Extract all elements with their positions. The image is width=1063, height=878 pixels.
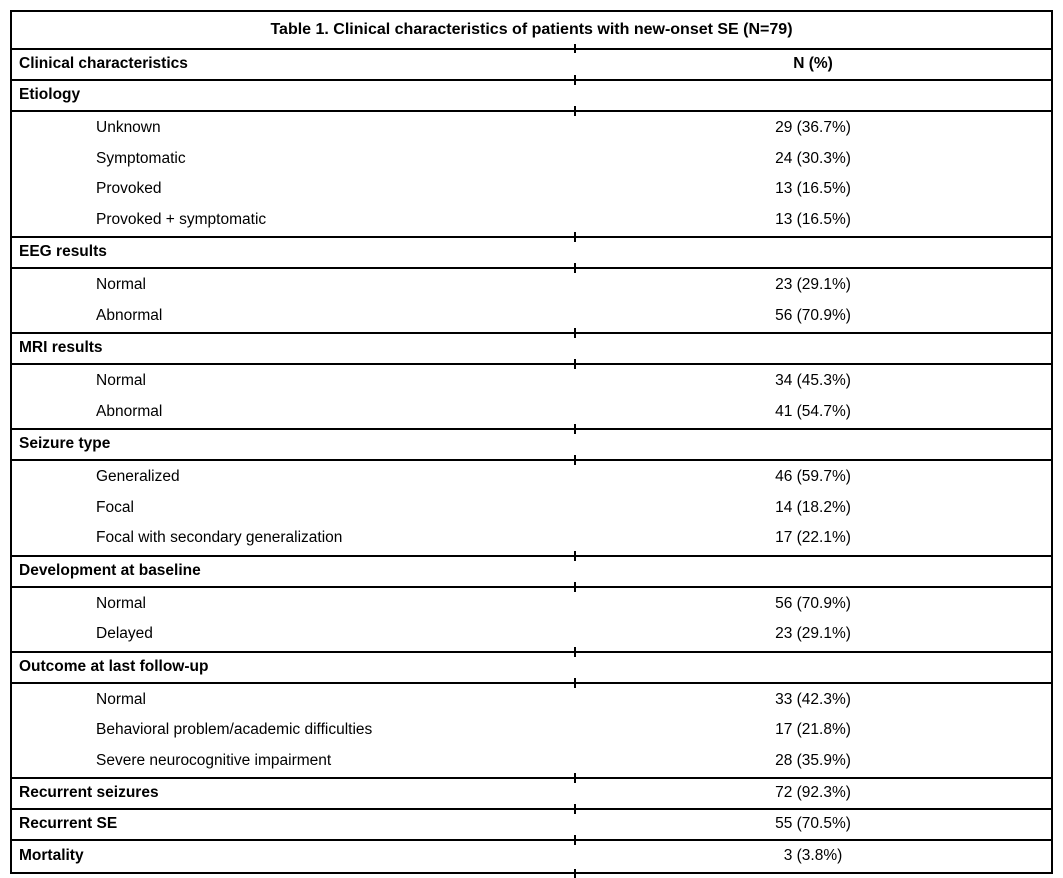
section-header-row-eeg-results: EEG results <box>12 232 1051 273</box>
section-value-cell: 72 (92.3%) <box>574 773 1051 814</box>
item-values-cell: 29 (36.7%) 24 (30.3%) 13 (16.5%) 13 (16.… <box>574 106 1051 242</box>
section-value-cell <box>574 646 1051 688</box>
item-label: Abnormal <box>96 306 163 324</box>
item-labels-cell: Generalized Focal Focal with secondary g… <box>12 461 575 555</box>
row-recurrent-seizures: Recurrent seizures 72 (92.3%) <box>12 773 1051 814</box>
item-labels-cell: Unknown Symptomatic Provoked Provoked + … <box>12 112 575 236</box>
section-label-cell: MRI results <box>12 334 575 363</box>
clinical-characteristics-table: Table 1. Clinical characteristics of pat… <box>10 10 1053 878</box>
section-value: 3 (3.8%) <box>783 847 843 865</box>
item-value: 33 (42.3%) <box>775 690 851 708</box>
section-value: 55 (70.5%) <box>775 815 851 833</box>
section-label-cell: Outcome at last follow-up <box>12 653 575 682</box>
item-labels-cell: Normal Delayed <box>12 588 575 651</box>
section-header-row-seizure-type: Seizure type <box>12 424 1051 465</box>
items-row-development-at-baseline: Normal Delayed 56 (70.9%) 23 (29.1%) <box>12 581 1051 657</box>
section-header-row-outcome-at-last-follow-up: Outcome at last follow-up <box>12 646 1051 688</box>
item-label: Provoked + symptomatic <box>96 210 267 228</box>
section-value-cell <box>574 328 1051 369</box>
section-header-row-development-at-baseline: Development at baseline <box>12 550 1051 592</box>
section-header-row-etiology: Etiology <box>12 75 1051 116</box>
item-label: Unknown <box>96 119 161 136</box>
item-values-cell: 56 (70.9%) 23 (29.1%) <box>574 581 1051 657</box>
section-label: MRI results <box>19 339 103 357</box>
section-label: Recurrent seizures <box>19 784 159 802</box>
item-value: 23 (29.1%) <box>775 276 851 293</box>
item-label: Normal <box>96 690 146 708</box>
item-label: Provoked <box>96 180 162 197</box>
section-label-cell: Recurrent seizures <box>12 779 575 808</box>
item-value: 56 (70.9%) <box>775 594 851 612</box>
section-value: 72 (92.3%) <box>775 784 851 802</box>
item-label: Normal <box>96 276 146 293</box>
section-value-cell <box>574 232 1051 273</box>
items-row-seizure-type: Generalized Focal Focal with secondary g… <box>12 455 1051 560</box>
section-label-cell: Seizure type <box>12 430 575 459</box>
item-value: 41 (54.7%) <box>775 402 851 420</box>
item-value: 17 (22.1%) <box>775 529 851 546</box>
section-label-cell: Mortality <box>12 841 575 872</box>
section-value-cell <box>574 550 1051 592</box>
item-values-cell: 23 (29.1%) 56 (70.9%) <box>574 263 1051 338</box>
items-row-eeg-results: Normal Abnormal 23 (29.1%) 56 (70.9%) <box>12 263 1051 338</box>
column-header-n-percent-cell: N (%) <box>574 44 1051 85</box>
item-value: 13 (16.5%) <box>775 180 851 197</box>
item-value: 29 (36.7%) <box>775 119 851 136</box>
section-label-cell: Etiology <box>12 81 575 110</box>
section-label: Mortality <box>19 847 84 865</box>
item-value: 17 (21.8%) <box>775 721 851 738</box>
item-value: 56 (70.9%) <box>775 306 851 324</box>
item-label: Behavioral problem/academic difficulties <box>96 721 373 738</box>
section-label: EEG results <box>19 243 107 261</box>
section-value-cell: 3 (3.8%) <box>574 835 1051 878</box>
section-label: Development at baseline <box>19 561 201 579</box>
items-row-outcome-at-last-follow-up: Normal Behavioral problem/academic diffi… <box>12 677 1051 783</box>
item-labels-cell: Normal Behavioral problem/academic diffi… <box>12 684 575 778</box>
section-value-cell: 55 (70.5%) <box>574 804 1051 845</box>
column-header-characteristics-cell: Clinical characteristics <box>12 50 575 79</box>
section-value-cell <box>574 424 1051 465</box>
section-label: Seizure type <box>19 435 111 453</box>
item-value: 13 (16.5%) <box>775 210 851 228</box>
item-value: 23 (29.1%) <box>775 625 851 642</box>
item-value: 28 (35.9%) <box>775 751 851 769</box>
item-label: Symptomatic <box>96 149 186 167</box>
table-title-row: Table 1. Clinical characteristics of pat… <box>12 12 1051 50</box>
items-row-mri-results: Normal Abnormal 34 (45.3%) 41 (54.7%) <box>12 359 1051 434</box>
item-label: Normal <box>96 594 146 612</box>
row-recurrent-se: Recurrent SE 55 (70.5%) <box>12 804 1051 845</box>
column-header-row: Clinical characteristics N (%) <box>12 44 1051 85</box>
row-mortality: Mortality 3 (3.8%) <box>12 835 1051 878</box>
item-label: Generalized <box>96 468 180 485</box>
section-header-row-mri-results: MRI results <box>12 328 1051 369</box>
items-row-etiology: Unknown Symptomatic Provoked Provoked + … <box>12 106 1051 242</box>
item-label: Normal <box>96 372 146 389</box>
section-label: Recurrent SE <box>19 815 118 833</box>
item-label: Focal <box>96 498 134 516</box>
table-title: Table 1. Clinical characteristics of pat… <box>270 21 793 38</box>
item-value: 34 (45.3%) <box>775 372 851 389</box>
item-label: Severe neurocognitive impairment <box>96 751 332 769</box>
item-values-cell: 34 (45.3%) 41 (54.7%) <box>574 359 1051 434</box>
item-labels-cell: Normal Abnormal <box>12 365 575 428</box>
item-label: Delayed <box>96 625 153 642</box>
section-label: Etiology <box>19 86 81 104</box>
item-label: Abnormal <box>96 402 163 420</box>
section-label-cell: Development at baseline <box>12 557 575 586</box>
section-label: Outcome at last follow-up <box>19 657 209 675</box>
item-value: 14 (18.2%) <box>775 498 851 516</box>
section-value-cell <box>574 75 1051 116</box>
item-labels-cell: Normal Abnormal <box>12 269 575 332</box>
column-header-n-percent: N (%) <box>793 55 833 73</box>
section-label-cell: Recurrent SE <box>12 810 575 839</box>
item-values-cell: 46 (59.7%) 14 (18.2%) 17 (22.1%) <box>574 455 1051 560</box>
item-values-cell: 33 (42.3%) 17 (21.8%) 28 (35.9%) <box>574 677 1051 783</box>
item-value: 24 (30.3%) <box>775 149 851 167</box>
section-label-cell: EEG results <box>12 238 575 267</box>
column-header-characteristics: Clinical characteristics <box>19 55 188 73</box>
item-value: 46 (59.7%) <box>775 468 851 485</box>
item-label: Focal with secondary generalization <box>96 529 343 546</box>
